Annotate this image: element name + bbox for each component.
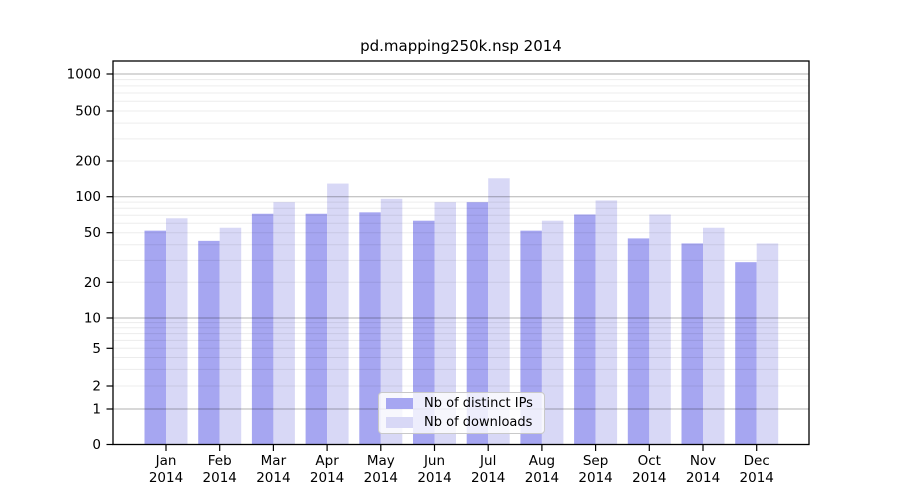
bar-jul-distinct-ips — [466, 202, 489, 445]
x-tick-label-month-jul: Jul — [479, 453, 496, 469]
y-tick-label-20: 20 — [84, 275, 101, 291]
x-tick-label-month-oct: Oct — [638, 453, 661, 469]
x-tick-label-year-jan: 2014 — [149, 470, 183, 486]
bar-dec-downloads — [756, 243, 779, 445]
x-tick-label-year-sep: 2014 — [578, 470, 612, 486]
legend-item-downloads: Nb of downloads — [386, 415, 536, 431]
legend-label-distinct-ips: Nb of distinct IPs — [424, 395, 533, 411]
bar-feb-distinct-ips — [198, 240, 220, 445]
x-tick-label-year-aug: 2014 — [525, 470, 559, 486]
bar-jan-downloads — [166, 218, 188, 445]
y-tick-label-1: 1 — [92, 402, 101, 418]
x-tick-label-year-jul: 2014 — [471, 470, 505, 486]
x-tick-label-month-mar: Mar — [261, 453, 287, 469]
x-tick-label-month-may: May — [367, 453, 395, 469]
x-tick-label-month-jun: Jun — [423, 453, 445, 469]
x-tick-label-year-apr: 2014 — [310, 470, 344, 486]
bar-dec-distinct-ips — [735, 262, 757, 445]
bar-mar-downloads — [273, 202, 295, 445]
x-tick-label-year-mar: 2014 — [256, 470, 290, 486]
plot-border — [112, 60, 810, 446]
bars-downloads — [166, 178, 779, 445]
y-tick-label-1000: 1000 — [67, 67, 101, 83]
x-tick-label-year-dec: 2014 — [740, 470, 774, 486]
legend-swatch-downloads — [386, 417, 413, 428]
legend-label-downloads: Nb of downloads — [424, 414, 533, 430]
chart-title: pd.mapping250k.nsp 2014 — [360, 37, 562, 55]
bar-may-downloads — [380, 198, 403, 445]
y-tick-label-0: 0 — [92, 437, 101, 453]
y-tick-label-500: 500 — [75, 104, 101, 120]
bar-aug-distinct-ips — [520, 230, 542, 445]
legend-swatch-distinct-ips — [386, 398, 413, 409]
bar-mar-distinct-ips — [251, 213, 274, 445]
y-tick-label-2: 2 — [92, 379, 101, 395]
y-tick-label-100: 100 — [75, 189, 101, 205]
x-tick-label-year-may: 2014 — [364, 470, 398, 486]
x-tick-label-month-nov: Nov — [690, 453, 716, 469]
bar-jun-distinct-ips — [413, 220, 435, 445]
bar-oct-downloads — [649, 214, 671, 445]
bar-sep-distinct-ips — [574, 214, 596, 445]
bar-jul-downloads — [488, 178, 510, 445]
x-tick-label-month-sep: Sep — [583, 453, 608, 469]
bar-nov-distinct-ips — [681, 243, 703, 445]
x-tick-label-month-jan: Jan — [155, 453, 177, 469]
x-tick-label-month-aug: Aug — [529, 453, 555, 469]
y-axis: 0 1 2 5 10 20 50 100 200 500 1000 — [67, 67, 113, 453]
gridlines-major — [113, 73, 809, 410]
x-tick-label-month-apr: Apr — [315, 453, 339, 469]
gridlines-minor — [113, 79, 809, 387]
x-tick-label-year-feb: 2014 — [203, 470, 237, 486]
x-tick-label-year-jun: 2014 — [417, 470, 451, 486]
x-tick-label-year-nov: 2014 — [686, 470, 720, 486]
y-tick-label-50: 50 — [84, 225, 101, 241]
y-tick-label-200: 200 — [75, 154, 101, 170]
bar-jan-distinct-ips — [144, 230, 166, 445]
x-tick-label-year-oct: 2014 — [632, 470, 666, 486]
bar-nov-downloads — [703, 227, 725, 445]
y-tick-label-10: 10 — [84, 311, 101, 327]
bar-sep-downloads — [595, 200, 618, 445]
bar-oct-distinct-ips — [627, 238, 650, 445]
legend-item-distinct-ips: Nb of distinct IPs — [386, 396, 536, 412]
bar-apr-downloads — [327, 183, 349, 445]
y-tick-label-5: 5 — [92, 341, 101, 357]
legend: Nb of distinct IPs Nb of downloads — [378, 392, 545, 434]
x-tick-label-month-feb: Feb — [208, 453, 232, 469]
bar-feb-downloads — [219, 227, 242, 445]
bar-apr-distinct-ips — [305, 213, 328, 445]
bar-may-distinct-ips — [359, 212, 381, 445]
bar-jun-downloads — [434, 202, 456, 445]
bars-distinct-ips — [144, 202, 757, 445]
x-tick-label-month-dec: Dec — [744, 453, 770, 469]
bar-aug-downloads — [541, 220, 564, 445]
x-axis: Jan2014Feb2014Mar2014Apr2014May2014Jun20… — [149, 444, 774, 486]
